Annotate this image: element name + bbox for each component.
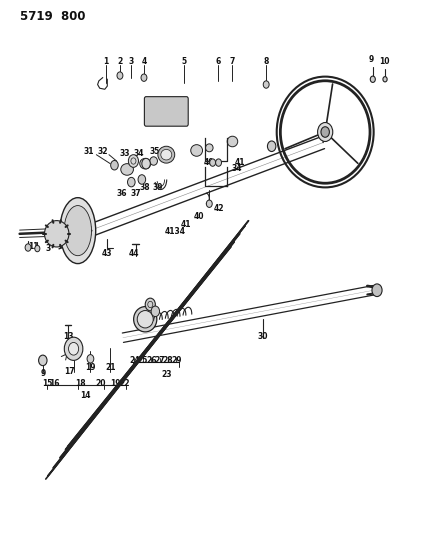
FancyBboxPatch shape: [144, 96, 188, 126]
Text: 35: 35: [149, 147, 159, 156]
Text: 40: 40: [193, 212, 204, 221]
Text: 3: 3: [46, 244, 51, 253]
Text: 21: 21: [105, 364, 115, 372]
Text: 23: 23: [161, 370, 171, 379]
Text: 7: 7: [229, 58, 235, 66]
Circle shape: [87, 354, 94, 363]
Text: 39: 39: [152, 183, 163, 192]
Text: 4134: 4134: [165, 227, 186, 236]
Circle shape: [110, 160, 118, 170]
Circle shape: [369, 76, 374, 83]
Text: 5719  800: 5719 800: [20, 10, 85, 23]
Circle shape: [117, 72, 123, 79]
Ellipse shape: [133, 306, 156, 332]
Circle shape: [151, 306, 159, 317]
Text: 34: 34: [231, 164, 242, 173]
Circle shape: [35, 245, 40, 252]
Text: 6: 6: [215, 58, 220, 66]
Ellipse shape: [158, 146, 174, 163]
Text: 41: 41: [234, 158, 244, 167]
Circle shape: [215, 159, 221, 166]
Text: 30: 30: [257, 332, 268, 341]
Text: 27: 27: [154, 356, 164, 365]
Ellipse shape: [44, 221, 69, 247]
Text: 25: 25: [137, 356, 147, 365]
Circle shape: [267, 141, 275, 151]
Text: 44: 44: [129, 249, 139, 259]
Text: 18: 18: [75, 379, 86, 388]
Text: 32: 32: [98, 147, 108, 156]
Text: 2: 2: [117, 58, 122, 66]
Text: 15: 15: [42, 379, 52, 388]
Text: 41: 41: [181, 220, 191, 229]
Text: 37: 37: [130, 189, 141, 198]
Text: 38: 38: [140, 183, 150, 192]
Text: 9: 9: [368, 55, 373, 64]
Ellipse shape: [161, 149, 171, 160]
Text: 36: 36: [116, 189, 127, 198]
Circle shape: [371, 284, 381, 296]
Text: 42: 42: [213, 204, 223, 213]
Ellipse shape: [205, 144, 213, 152]
Circle shape: [262, 81, 268, 88]
Circle shape: [127, 177, 135, 187]
Ellipse shape: [64, 206, 91, 256]
Ellipse shape: [137, 311, 153, 328]
Text: 40: 40: [203, 158, 213, 167]
Text: 5: 5: [181, 58, 186, 66]
Circle shape: [145, 298, 155, 311]
Circle shape: [382, 77, 386, 82]
Ellipse shape: [60, 198, 95, 264]
Text: 17: 17: [64, 367, 75, 376]
Text: 26: 26: [146, 356, 156, 365]
Text: 19: 19: [85, 364, 95, 372]
Text: 28: 28: [162, 356, 173, 365]
Text: 31: 31: [84, 147, 94, 156]
Circle shape: [38, 355, 47, 366]
Text: 14: 14: [80, 391, 90, 400]
Text: 43: 43: [102, 249, 112, 259]
Circle shape: [68, 342, 78, 355]
Text: 4: 4: [141, 58, 146, 66]
Text: 19: 19: [110, 379, 121, 388]
Text: 33: 33: [119, 149, 130, 158]
Circle shape: [141, 158, 150, 169]
Text: 12: 12: [72, 247, 83, 256]
Ellipse shape: [139, 158, 150, 169]
Circle shape: [209, 159, 215, 166]
Text: 20: 20: [95, 379, 106, 388]
Circle shape: [320, 127, 328, 138]
Text: 16: 16: [49, 379, 59, 388]
Text: 24: 24: [129, 356, 139, 365]
Ellipse shape: [150, 157, 157, 165]
Circle shape: [138, 175, 145, 184]
Text: 11: 11: [28, 242, 38, 251]
Text: 29: 29: [171, 356, 181, 365]
Text: 3: 3: [128, 58, 134, 66]
Text: 10: 10: [378, 58, 389, 66]
Text: 8: 8: [263, 58, 268, 66]
Text: 9: 9: [40, 368, 45, 377]
Circle shape: [128, 155, 138, 167]
Circle shape: [64, 337, 83, 360]
Circle shape: [206, 200, 212, 207]
Text: 22: 22: [119, 379, 130, 388]
Circle shape: [317, 123, 332, 141]
Circle shape: [25, 244, 31, 251]
Circle shape: [141, 74, 147, 82]
Ellipse shape: [190, 144, 202, 156]
Text: 1: 1: [103, 58, 108, 66]
Text: 34: 34: [133, 149, 144, 158]
Text: 13: 13: [63, 332, 73, 341]
Ellipse shape: [121, 164, 133, 175]
Ellipse shape: [227, 136, 237, 147]
